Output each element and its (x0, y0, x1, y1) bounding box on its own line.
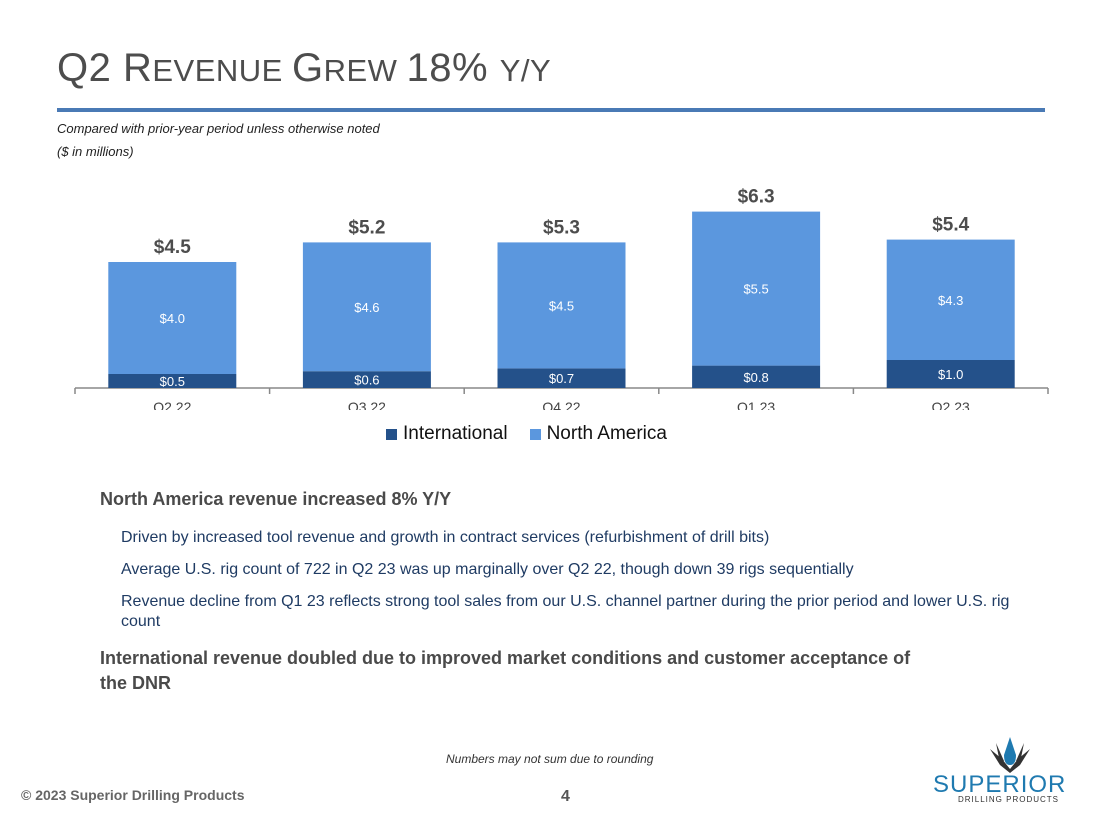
x-tick-label: Q2 22 (153, 399, 191, 410)
data-label: $5.5 (743, 282, 768, 297)
bar-north-america (302, 242, 431, 372)
title-part: G (291, 46, 324, 90)
revenue-chart: $0.5 $4.0 $4.5 Q2 22 $0.6 $4.6 $5.2 Q3 22 $0.7 $4… (74, 187, 1049, 410)
bullet-item: Average U.S. rig count of 722 in Q2 23 w… (121, 561, 854, 578)
page-number: 4 (561, 788, 570, 805)
bar-international (692, 365, 821, 388)
bar-international (497, 368, 626, 388)
total-label: $5.3 (543, 217, 580, 238)
data-label: $4.3 (938, 293, 963, 308)
data-label: $0.5 (160, 374, 185, 389)
data-label: $0.8 (743, 370, 768, 385)
units-note: ($ in millions) (57, 144, 134, 159)
x-tick-label: Q2 23 (932, 399, 970, 410)
bullet-list: North America revenue increased 8% Y/Y D… (100, 487, 1060, 696)
bar-north-america (497, 242, 626, 369)
bar-north-america (886, 239, 1015, 360)
data-label: $4.0 (160, 311, 185, 326)
bar-international (886, 360, 1015, 388)
bullet-heading-north-america: North America revenue increased 8% Y/Y (100, 489, 452, 509)
bullet-heading-international: International revenue doubled due to imp… (100, 648, 911, 693)
company-logo: SUPERIOR DRILLING PRODUCTS (930, 735, 1080, 805)
bar-international (302, 371, 431, 388)
data-label: $0.6 (354, 373, 379, 388)
title-part: REW (323, 53, 407, 88)
logo-tagline: DRILLING PRODUCTS (958, 795, 1060, 804)
bullet-item: Driven by increased tool revenue and gro… (121, 529, 770, 546)
title-divider (57, 108, 1045, 112)
bar-north-america (692, 211, 821, 366)
data-label: $1.0 (938, 367, 963, 382)
legend-swatch-north-america (529, 428, 541, 440)
subtitle: Compared with prior-year period unless o… (57, 121, 380, 136)
slide-title: Q2 REVENUE GREW 18% Y/Y (57, 46, 551, 91)
copyright: © 2023 Superior Drilling Products (21, 787, 245, 803)
title-part: Q2 R (57, 46, 153, 90)
bullet-item: Revenue decline from Q1 23 reflects stro… (121, 593, 1010, 630)
data-label: $0.7 (549, 371, 574, 386)
total-label: $6.3 (738, 187, 775, 208)
legend-item-north-america: North America (529, 423, 667, 445)
total-label: $5.4 (932, 215, 969, 236)
x-tick-label: Q3 22 (348, 399, 386, 410)
legend-item-international: International (386, 423, 508, 445)
legend-swatch-international (386, 428, 397, 440)
x-tick-label: Q4 22 (542, 399, 580, 410)
legend-label-north-america: North America (546, 423, 667, 444)
title-part: Y/Y (499, 53, 552, 88)
bar-north-america (108, 262, 237, 374)
title-part: EVENUE (152, 53, 292, 88)
data-label: $4.6 (354, 300, 379, 315)
x-tick-label: Q1 23 (737, 399, 775, 410)
legend-label-international: International (403, 423, 508, 444)
title-part: 18% (406, 46, 500, 90)
total-label: $5.2 (348, 217, 385, 238)
chart-legend: International North America (386, 423, 667, 445)
logo-wordmark: SUPERIOR (933, 771, 1067, 798)
data-label: $4.5 (549, 298, 574, 313)
total-label: $4.5 (154, 237, 191, 258)
rounding-footnote: Numbers may not sum due to rounding (446, 752, 654, 766)
bar-international (108, 374, 237, 388)
drill-bit-icon (990, 737, 1030, 773)
